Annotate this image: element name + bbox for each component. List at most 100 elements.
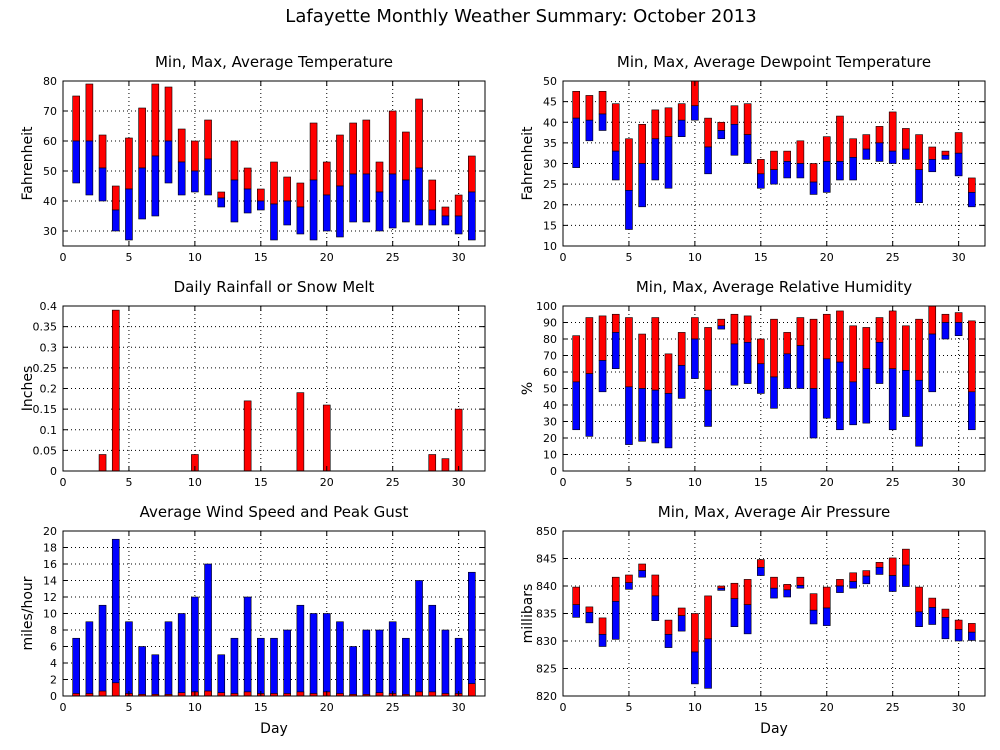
bar-average-to-max — [862, 327, 871, 370]
bar-min-to-average — [809, 609, 818, 625]
bar-average-to-max — [783, 150, 791, 162]
bar-min-to-average — [862, 368, 871, 424]
y-tick-label: 4 — [50, 657, 57, 670]
y-tick-label: 20 — [543, 432, 557, 445]
bar-min-to-average — [598, 360, 607, 393]
bar-min-to-average — [664, 634, 673, 648]
bar-peak-gust — [336, 621, 344, 697]
x-tick-label: 0 — [560, 476, 567, 489]
bar-average-to-max — [257, 188, 265, 202]
bar-peak-gust — [375, 629, 384, 697]
bar-average-to-max — [585, 606, 594, 613]
bar-average-to-max — [598, 617, 607, 635]
y-tick-label: 6 — [50, 641, 57, 654]
bar-min-to-average — [809, 388, 818, 439]
y-tick-label: 70 — [43, 105, 57, 118]
bar-min-to-average — [915, 611, 923, 627]
bar-average-to-max — [125, 137, 133, 190]
bar-average-to-max — [283, 176, 291, 202]
bar-average-to-max — [402, 131, 410, 181]
y-tick-label: 825 — [536, 663, 557, 676]
y-tick-label: 12 — [43, 591, 57, 604]
bar-average-to-max — [757, 159, 765, 175]
y-tick-label: 0 — [50, 465, 57, 478]
y-tick-label: 0.4 — [40, 300, 58, 313]
bar-rainfall — [454, 408, 463, 472]
bar-peak-gust — [257, 637, 265, 697]
bar-average-to-max — [783, 584, 791, 591]
bar-average-to-max — [651, 574, 660, 597]
chart-title: Min, Max, Average Air Pressure — [658, 503, 890, 521]
bar-peak-gust — [191, 596, 199, 697]
bar-min-to-average — [836, 585, 844, 593]
bar-average-wind — [415, 691, 423, 697]
bar-average-to-max — [677, 332, 686, 366]
bar-average-to-max — [664, 619, 673, 635]
bar-average-to-max — [388, 110, 397, 175]
bar-average-to-max — [625, 317, 633, 388]
bar-min-to-average — [862, 575, 871, 585]
bar-peak-gust — [349, 646, 357, 697]
bar-average-to-max — [375, 161, 384, 193]
bar-average-to-max — [468, 155, 476, 193]
bar-min-to-average — [230, 179, 239, 223]
chart-pressure: Min, Max, Average Air Pressure 820 825 830 8… — [520, 503, 986, 737]
bar-average-to-max — [441, 206, 450, 217]
x-tick-label: 30 — [452, 701, 466, 714]
bar-min-to-average — [217, 197, 226, 208]
figure-title: Lafayette Monthly Weather Summary: Octob… — [285, 6, 756, 27]
x-axis-label: Day — [260, 721, 288, 737]
bar-peak-gust — [164, 621, 173, 697]
bar-average-to-max — [822, 586, 831, 609]
bar-average-to-max — [454, 194, 463, 217]
x-tick-label: 25 — [386, 476, 400, 489]
bar-min-to-average — [875, 341, 884, 384]
bar-min-to-average — [296, 206, 305, 235]
y-tick-label: 30 — [543, 158, 557, 171]
y-tick-label: 45 — [543, 96, 557, 109]
x-tick-label: 20 — [320, 701, 334, 714]
bar-average-to-max — [177, 128, 186, 163]
bar-average-to-max — [743, 315, 752, 343]
bar-average-to-max — [164, 86, 173, 142]
y-tick-label: 20 — [43, 525, 57, 538]
y-tick-label: 0.1 — [40, 424, 58, 437]
y-tick-label: 830 — [536, 635, 557, 648]
bar-min-to-average — [611, 601, 620, 640]
x-tick-label: 30 — [452, 476, 466, 489]
bar-min-to-average — [968, 192, 976, 208]
y-tick-label: 0 — [550, 465, 557, 478]
bar-min-to-average — [691, 105, 699, 121]
y-tick-label: 840 — [536, 580, 557, 593]
bar-min-to-average — [954, 152, 963, 177]
bar-min-to-average — [875, 566, 884, 575]
y-tick-label: 60 — [43, 135, 57, 148]
bar-min-to-average — [651, 138, 660, 181]
bar-min-to-average — [783, 161, 791, 179]
chart-title: Average Wind Speed and Peak Gust — [140, 503, 409, 521]
y-tick-label: 0.35 — [33, 321, 58, 334]
x-tick-label: 10 — [188, 701, 202, 714]
x-tick-label: 5 — [625, 476, 632, 489]
bar-average-to-max — [611, 576, 620, 602]
bar-average-wind — [468, 683, 476, 697]
bar-peak-gust — [85, 621, 94, 697]
x-tick-label: 10 — [688, 701, 702, 714]
bar-min-to-average — [862, 148, 871, 160]
bar-average-to-max — [611, 313, 620, 333]
bar-min-to-average — [730, 598, 739, 628]
bar-min-to-average — [428, 209, 437, 226]
bar-average-to-max — [598, 91, 607, 115]
bar-min-to-average — [468, 191, 476, 241]
y-tick-label: 35 — [543, 137, 557, 150]
bar-average-to-max — [849, 138, 857, 158]
y-tick-label: 845 — [536, 553, 557, 566]
bar-average-to-max — [270, 161, 278, 205]
bar-min-to-average — [85, 140, 94, 196]
bar-average-to-max — [651, 317, 660, 391]
bar-min-to-average — [585, 373, 594, 437]
bar-min-to-average — [677, 119, 686, 137]
bar-min-to-average — [375, 191, 384, 232]
bar-min-to-average — [362, 173, 371, 223]
bar-min-to-average — [809, 181, 818, 195]
